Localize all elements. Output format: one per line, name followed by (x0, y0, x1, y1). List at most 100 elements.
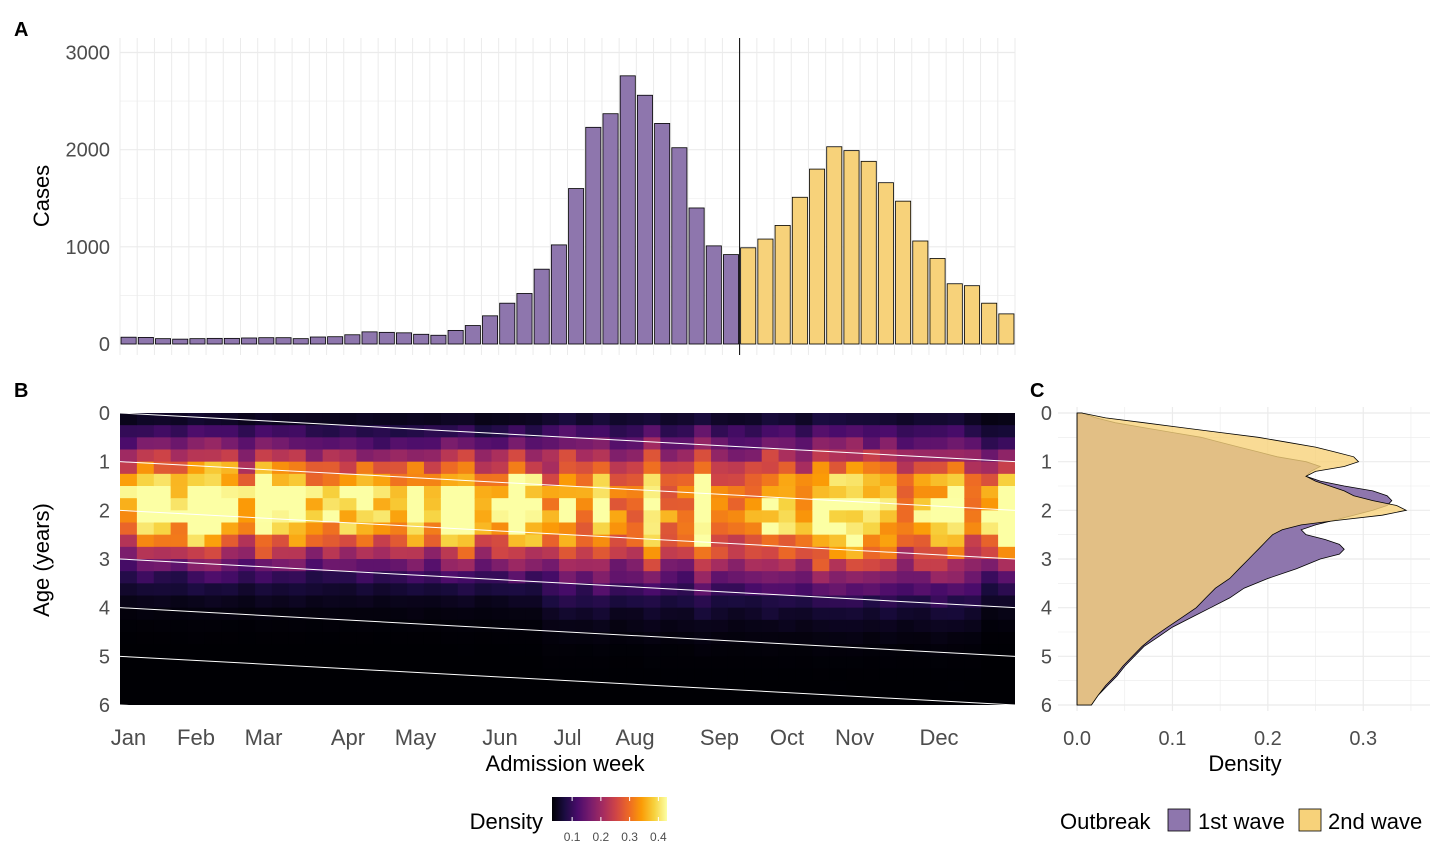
heatmap-tile (592, 546, 611, 560)
heatmap-tile (271, 680, 290, 694)
heatmap-tile (930, 522, 949, 536)
heatmap-tile (829, 425, 847, 438)
heatmap-tile (795, 656, 813, 670)
heatmap-tile (643, 413, 661, 426)
heatmap-tile (711, 583, 729, 597)
heatmap-tile (812, 437, 830, 451)
heatmap-tile (727, 583, 746, 597)
heatmap-tile (339, 583, 358, 597)
heatmap-tile (204, 534, 222, 548)
heatmap-tile (508, 534, 526, 548)
heatmap-tile (221, 498, 239, 511)
heatmap-tile (288, 413, 307, 426)
heatmap-tile (170, 546, 189, 560)
heatmap-tile (457, 583, 476, 597)
heatmap-tile (508, 632, 526, 645)
heatmap-tile (863, 583, 881, 597)
heatmap-tile (457, 461, 476, 475)
heatmap-tile (305, 595, 324, 609)
heatmap-tile (153, 449, 172, 463)
heatmap-tile (322, 644, 341, 657)
heatmap-tile (525, 425, 543, 438)
heatmap-tile (170, 486, 189, 499)
heatmap-tile (440, 461, 459, 475)
heatmap-tile (727, 534, 746, 548)
heatmap-tile (288, 583, 307, 597)
heatmap-tile (339, 498, 358, 511)
heatmap-tile (998, 510, 1015, 524)
panel-c-y-tick-label: 0 (1041, 403, 1052, 425)
heatmap-tile (812, 619, 830, 633)
heatmap-tile (812, 595, 830, 609)
cohort-line (120, 558, 1015, 609)
heatmap-tile (778, 522, 797, 536)
heatmap-tile (271, 449, 290, 463)
heatmap-tile (913, 413, 932, 426)
heatmap-tile (356, 571, 374, 584)
heatmap-tile (592, 571, 611, 584)
heatmap-tile (981, 595, 999, 609)
heatmap-tile (423, 473, 442, 487)
heatmap-tile (136, 619, 155, 633)
heatmap-tile (947, 632, 965, 645)
heatmap-tile (423, 668, 442, 682)
heatmap-tile (322, 461, 341, 475)
heatmap-tile (271, 595, 290, 609)
heatmap-tile (694, 559, 712, 572)
heatmap-tile (795, 534, 813, 548)
panel-label-b: B (14, 380, 28, 402)
heatmap-tile (322, 425, 341, 438)
heatmap-tile (153, 534, 172, 548)
heatmap-tile (727, 656, 746, 670)
heatmap-tile (643, 619, 661, 633)
cohort-line (120, 509, 1015, 560)
heatmap-tile (711, 559, 729, 572)
heatmap-tile (204, 656, 222, 670)
heatmap-tile (930, 534, 949, 548)
heatmap-tile (913, 437, 932, 451)
heatmap-tile (542, 583, 560, 597)
heatmap-tile (255, 437, 273, 451)
heatmap-tile (947, 559, 965, 572)
heatmap-tile (390, 461, 408, 475)
heatmap-tile (288, 619, 307, 633)
density-legend-colorbar (552, 797, 667, 821)
heatmap-tile (491, 619, 509, 633)
heatmap-tile (204, 644, 222, 657)
bar-week-8 (241, 337, 258, 345)
heatmap-tile (761, 510, 780, 524)
heatmap-tile (609, 498, 628, 511)
heatmap-tile (542, 449, 560, 463)
heatmap-tile (964, 692, 982, 705)
heatmap-tile (170, 413, 189, 426)
heatmap-tile (288, 473, 307, 487)
heatmap-tile (440, 571, 459, 584)
heatmap-tile (711, 486, 729, 499)
heatmap-tile (998, 656, 1015, 670)
heatmap-tile (491, 534, 509, 548)
heatmap-tile (457, 559, 476, 572)
heatmap-tile (744, 498, 763, 511)
heatmap-tile (812, 425, 830, 438)
heatmap-tile (913, 680, 932, 694)
heatmap-tile (440, 425, 459, 438)
heatmap-tile (373, 522, 391, 536)
heatmap-tile (559, 680, 577, 694)
heatmap-tile (964, 632, 982, 645)
heatmap-tile (339, 510, 358, 524)
heatmap-tile (643, 559, 661, 572)
heatmap-tile (879, 498, 898, 511)
heatmap-tile (525, 413, 543, 426)
bar-week-51 (981, 302, 998, 345)
heatmap-tile (795, 413, 813, 426)
heatmap-tile (474, 607, 493, 621)
heatmap-tile (440, 632, 459, 645)
heatmap-tile (812, 644, 830, 657)
heatmap-tile (187, 425, 206, 438)
heatmap-tile (727, 619, 746, 633)
heatmap-tile (609, 522, 628, 536)
legend-label-2nd-wave: 2nd wave (1328, 809, 1422, 834)
heatmap-tile (863, 607, 881, 621)
heatmap-tile (373, 692, 391, 705)
heatmap-tile (373, 546, 391, 560)
